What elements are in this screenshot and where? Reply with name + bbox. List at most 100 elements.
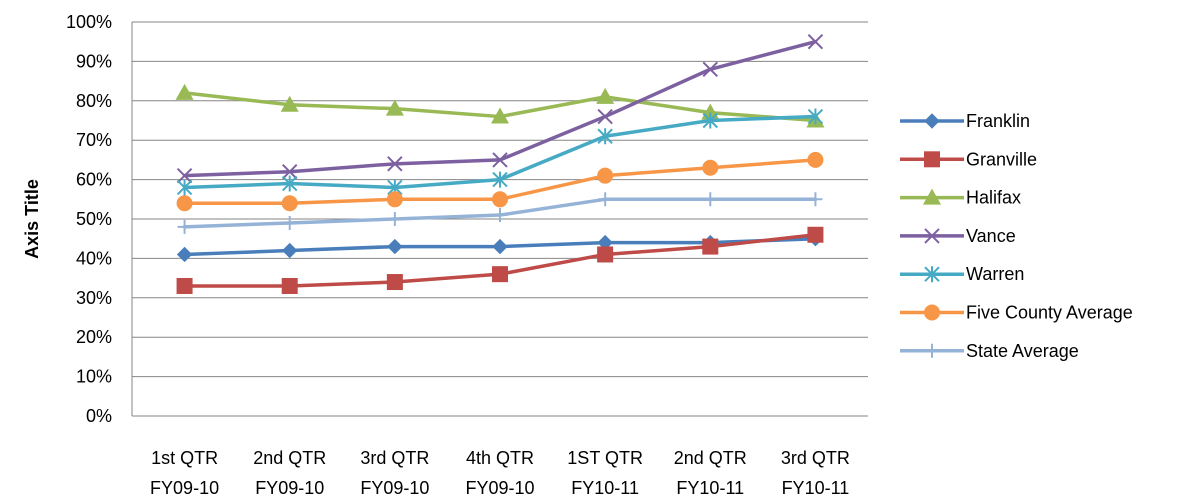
data-point-franklin [387,238,403,255]
marker-x [597,108,613,125]
marker-x [387,156,403,172]
marker-square [176,277,193,294]
marker-diamond [176,246,193,263]
marker-triangle [596,87,615,104]
data-point-granville [702,238,719,255]
tick-labels: 0% 10% 20% 30% 40% 50% 60% 70% 80% 90% 100% Axis Ti… [22,12,850,498]
marker-plus [808,192,823,207]
series-five-county-average [176,151,824,212]
y-tick-label: 30% [76,288,112,308]
marker-plus [925,343,939,358]
data-point-warren [597,128,613,145]
data-point-warren [176,179,193,196]
marker-plus [177,219,192,234]
legend: Franklin Granville Halifax Vance Warren Five … [900,111,1133,361]
y-axis-title: Axis Title [22,179,42,259]
marker-asterisk [702,112,718,129]
x-tick-label: 1st QTR FY09-10 [150,448,219,498]
marker-x [924,228,940,244]
data-point-state-average [282,215,297,230]
legend-item-warren: Warren [900,264,1024,284]
marker-x [492,152,508,168]
data-point-warren [492,171,508,188]
marker-plus [598,192,613,207]
legend-marker [924,304,940,321]
marker-asterisk [924,266,940,283]
marker-asterisk [807,108,824,125]
legend-item-vance: Vance [900,226,1016,246]
series-vance [176,33,824,184]
legend-label: Granville [966,149,1037,169]
data-point-granville [492,266,508,283]
x-tick-label-line: FY10-11 [782,478,850,498]
x-tick-label-line: FY10-11 [676,478,744,498]
marker-plus [703,192,718,207]
data-point-halifax [596,87,615,104]
data-point-franklin [282,242,298,259]
legend-marker [924,228,940,244]
data-point-vance [807,33,824,50]
data-point-five-county-average [492,191,508,208]
marker-circle [281,195,298,212]
data-point-state-average [703,192,718,207]
y-tick-label: 50% [76,209,112,229]
legend-label: Warren [966,264,1024,284]
marker-plus [493,208,507,223]
data-point-five-county-average [176,195,193,212]
y-tick-label: 0% [86,406,112,426]
x-tick-label: 2nd QTR FY09-10 [253,448,326,498]
data-point-five-county-average [807,151,824,168]
data-point-halifax [491,107,509,124]
data-point-franklin [176,246,193,263]
series-lines [175,33,825,294]
series-state-average [177,192,823,234]
legend-item-halifax: Halifax [900,188,1021,208]
legend-label: State Average [966,341,1079,361]
data-point-state-average [387,212,402,226]
marker-diamond [924,113,940,129]
y-tick-label: 10% [76,367,112,387]
legend-label: Halifax [966,188,1021,208]
marker-diamond [282,242,298,259]
legend-item-state-average: State Average [900,341,1079,361]
data-point-warren [702,112,718,129]
data-point-state-average [598,192,613,207]
marker-circle [176,195,193,212]
marker-x [702,61,718,77]
x-tick-label: 3rd QTR FY10-11 [781,448,850,498]
marker-asterisk [176,179,193,196]
marker-triangle [175,83,194,100]
legend-item-granville: Granville [900,149,1037,169]
data-point-franklin [492,238,508,255]
marker-square [597,246,614,263]
y-tick-label: 60% [76,170,112,190]
marker-circle [597,167,614,184]
marker-square [492,266,508,283]
marker-asterisk [282,175,298,192]
x-tick-label-line: 4th QTR [466,448,534,468]
data-point-granville [386,274,403,291]
marker-plus [282,215,297,230]
data-point-warren [807,108,824,125]
data-point-granville [176,277,193,294]
x-tick-label: 2nd QTR FY10-11 [674,448,747,498]
marker-asterisk [492,171,508,188]
legend-marker [923,188,941,205]
data-point-warren [282,175,298,192]
marker-circle [702,159,719,176]
data-point-five-county-average [386,191,403,208]
marker-x [176,167,193,184]
marker-asterisk [597,128,613,145]
y-tick-label: 20% [76,327,112,347]
legend-marker [925,343,939,358]
marker-circle [807,151,824,168]
legend-label: Five County Average [966,303,1133,323]
axes [131,22,868,417]
x-tick-label-line: FY09-10 [360,478,429,498]
data-point-state-average [177,219,192,234]
marker-square [281,277,298,294]
legend-label: Franklin [966,111,1030,131]
marker-circle [924,304,940,321]
